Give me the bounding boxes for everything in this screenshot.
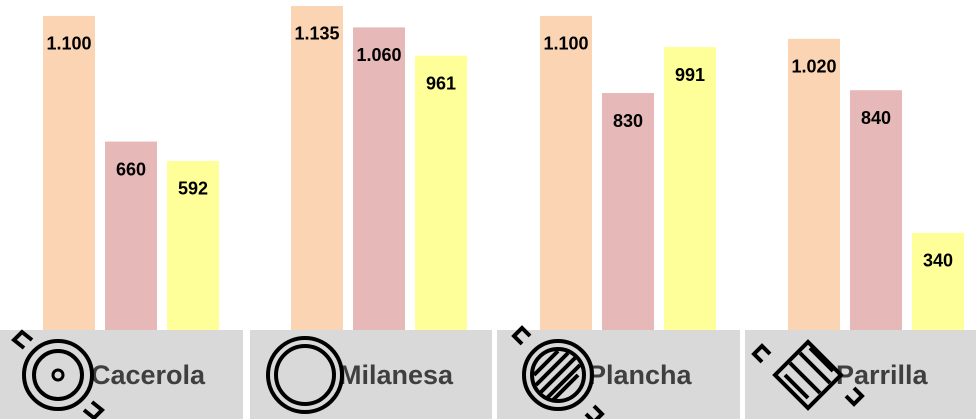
category-band	[745, 330, 976, 419]
category-band	[250, 330, 492, 419]
bar	[105, 141, 157, 330]
value-label: 1.020	[791, 57, 836, 77]
value-label: 1.135	[294, 24, 339, 44]
category-label: Milanesa	[339, 360, 454, 390]
plate-icon	[266, 336, 344, 414]
bar	[353, 27, 405, 331]
icons	[11, 325, 865, 419]
bar	[602, 93, 654, 330]
category-label: Parrilla	[836, 360, 929, 390]
category-label: Cacerola	[91, 360, 206, 390]
value-label: 830	[613, 111, 643, 131]
bar	[167, 160, 219, 330]
bar	[540, 15, 592, 330]
category-bands	[0, 5, 976, 419]
griddle-icon	[511, 325, 605, 419]
grill-icon	[751, 339, 865, 411]
bar	[850, 90, 902, 331]
bar	[43, 15, 95, 330]
value-label: 592	[178, 179, 208, 199]
value-label: 1.100	[46, 34, 91, 54]
category-label: Plancha	[588, 360, 693, 390]
value-label: 840	[861, 108, 891, 128]
value-label: 991	[675, 65, 705, 85]
value-label: 1.100	[543, 34, 588, 54]
bar	[664, 47, 716, 331]
bar	[415, 55, 467, 331]
value-label: 961	[426, 73, 456, 93]
value-label: 1.060	[356, 45, 401, 65]
value-label: 340	[923, 251, 953, 271]
bar	[291, 5, 343, 331]
pot-icon	[11, 329, 105, 419]
bar	[788, 38, 840, 330]
value-label: 660	[116, 159, 146, 179]
bar	[912, 232, 964, 330]
